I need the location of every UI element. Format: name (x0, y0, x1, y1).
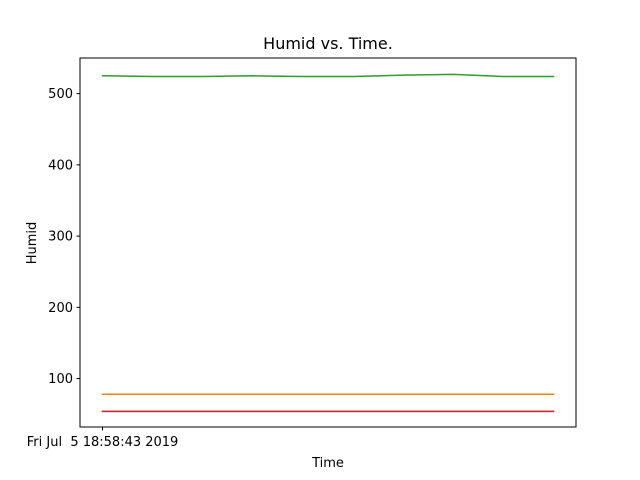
y-tick-label: 300 (48, 230, 73, 245)
plot-area-frame (79, 57, 577, 428)
y-axis-label: Humid (25, 222, 40, 265)
y-tick-label: 400 (48, 158, 73, 173)
x-axis-label: Time (311, 456, 344, 471)
series-layer (101, 73, 555, 413)
series-line-3 (101, 73, 555, 78)
y-axis-ticks: 100 200 300 400 500 (48, 87, 80, 387)
x-axis-ticks: Fri Jul 5 18:58:43 2019 (27, 427, 179, 450)
y-tick-label: 200 (48, 301, 73, 316)
x-tick-label: Fri Jul 5 18:58:43 2019 (27, 435, 179, 450)
y-tick-label: 500 (48, 87, 73, 102)
y-tick-label: 100 (48, 372, 73, 387)
chart-title: Humid vs. Time. (263, 34, 393, 53)
